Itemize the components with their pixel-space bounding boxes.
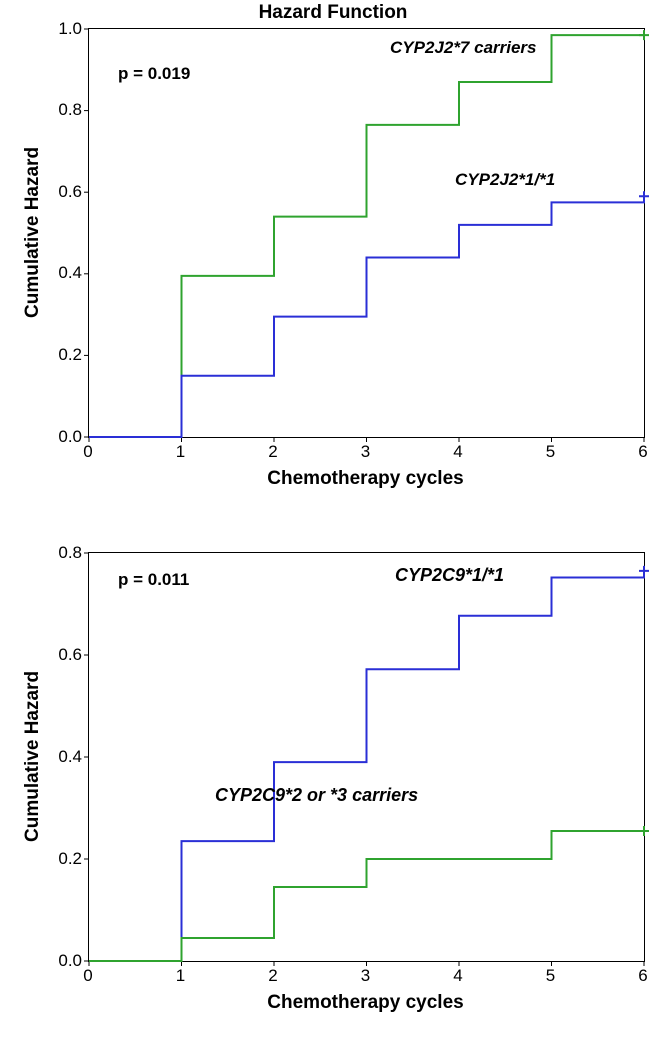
censor-marker	[639, 566, 649, 576]
ytick-label: 0.0	[42, 427, 82, 447]
ytick-label: 0.6	[42, 182, 82, 202]
xtick-label: 6	[633, 442, 653, 462]
ytick-label: 0.8	[42, 543, 82, 563]
xtick-label: 5	[541, 442, 561, 462]
bottom-plot-area	[88, 552, 645, 962]
top-chart-svg	[89, 29, 644, 437]
top-series2-label: CYP2J2*1/*1	[455, 170, 555, 190]
top-ylabel: Cumulative Hazard	[22, 146, 44, 317]
figure: Hazard Function Cumulative Hazard Chemot…	[0, 0, 666, 1037]
ytick-label: 0.2	[42, 849, 82, 869]
xtick-label: 2	[263, 442, 283, 462]
bottom-xlabel: Chemotherapy cycles	[88, 992, 643, 1014]
censor-marker	[639, 826, 649, 836]
series-line	[89, 831, 644, 961]
xtick-label: 0	[78, 442, 98, 462]
series-line	[89, 196, 644, 437]
series-line	[89, 35, 644, 437]
xtick-label: 4	[448, 442, 468, 462]
top-pvalue: p = 0.019	[118, 64, 190, 84]
top-series1-label: CYP2J2*7 carriers	[390, 38, 537, 58]
ytick-label: 1.0	[42, 19, 82, 39]
top-plot-area	[88, 28, 645, 438]
xtick-label: 3	[356, 966, 376, 986]
xtick-label: 3	[356, 442, 376, 462]
xtick-label: 4	[448, 966, 468, 986]
xtick-label: 0	[78, 966, 98, 986]
series-line	[89, 571, 644, 961]
top-xlabel: Chemotherapy cycles	[88, 468, 643, 490]
censor-marker	[639, 191, 649, 201]
figure-title: Hazard Function	[0, 2, 666, 24]
ytick-label: 0.6	[42, 645, 82, 665]
ytick-label: 0.0	[42, 951, 82, 971]
bottom-chart-svg	[89, 553, 644, 961]
xtick-label: 2	[263, 966, 283, 986]
xtick-label: 5	[541, 966, 561, 986]
xtick-label: 1	[171, 966, 191, 986]
ytick-label: 0.2	[42, 345, 82, 365]
censor-marker	[639, 30, 649, 40]
ytick-label: 0.4	[42, 747, 82, 767]
bottom-series1-label: CYP2C9*1/*1	[395, 565, 504, 586]
xtick-label: 1	[171, 442, 191, 462]
ytick-label: 0.4	[42, 263, 82, 283]
bottom-pvalue: p = 0.011	[118, 570, 189, 590]
bottom-series2-label: CYP2C9*2 or *3 carriers	[215, 785, 418, 806]
xtick-label: 6	[633, 966, 653, 986]
ytick-label: 0.8	[42, 100, 82, 120]
bottom-ylabel: Cumulative Hazard	[22, 670, 44, 841]
